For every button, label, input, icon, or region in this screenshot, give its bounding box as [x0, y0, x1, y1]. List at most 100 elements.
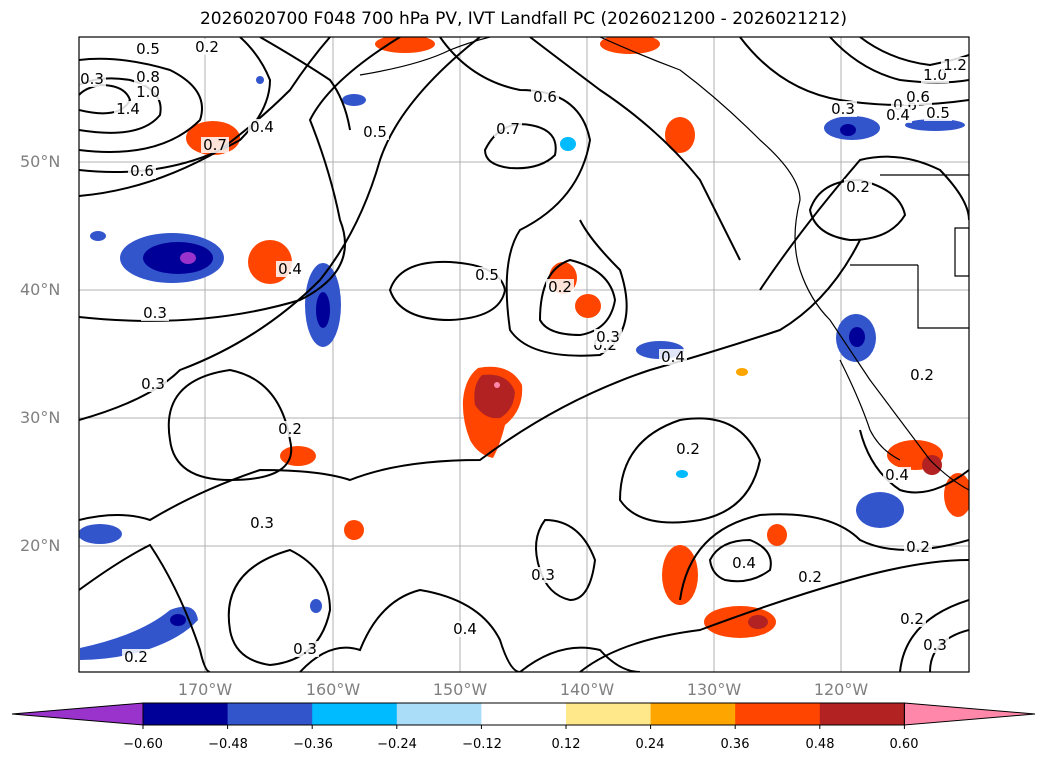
- contour-label-bg: [361, 124, 389, 140]
- contour-label: 0.3: [831, 100, 855, 118]
- contour-label-bg: [79, 71, 106, 87]
- contour-label-bg: [594, 329, 622, 345]
- contour-label: 0.3: [923, 636, 947, 654]
- coastline: [359, 37, 491, 76]
- contour-label: 0.3: [80, 70, 104, 88]
- contour-label: 0.3: [250, 514, 274, 532]
- contour-line: [535, 518, 597, 602]
- contour-label-bg: [883, 467, 911, 483]
- contour-line: [808, 178, 907, 242]
- contour-label: 0.7: [496, 120, 520, 138]
- border-line: [954, 227, 969, 277]
- lat-label: 40°N: [20, 280, 61, 299]
- pos-blob: [280, 446, 316, 466]
- gridlines: [79, 37, 969, 672]
- contour-label: 0.5: [926, 104, 950, 122]
- pos-blob: [736, 368, 748, 376]
- coastline: [839, 359, 901, 461]
- contour-line: [708, 538, 772, 583]
- colorbar-tick-label: −0.36: [293, 737, 333, 752]
- contour-label: 0.2: [906, 538, 930, 556]
- contour-label: 0.4: [250, 118, 274, 136]
- lat-label: 20°N: [20, 536, 61, 555]
- contour-line: [579, 559, 969, 672]
- contour-line: [79, 57, 203, 153]
- contour-label-bg: [844, 179, 872, 195]
- contour-label-bg: [276, 261, 304, 277]
- contour-label: 0.5: [475, 266, 499, 284]
- neg-blob: [840, 124, 856, 136]
- contour-label-bg: [921, 637, 949, 653]
- contour-label-bg: [674, 441, 702, 457]
- contour-line: [618, 417, 762, 524]
- contour-label: 0.4: [886, 106, 910, 124]
- contour-label-bg: [494, 121, 522, 137]
- colorbar-segment: [143, 703, 229, 725]
- pos-blob: [494, 382, 500, 388]
- contour-label: 0.3: [143, 304, 167, 322]
- contour-label: 0.2: [195, 38, 219, 56]
- lon-label: 130°W: [686, 680, 742, 699]
- pos-blob: [344, 520, 364, 540]
- contour-label: 0.4: [732, 554, 756, 572]
- contour-label: 0.8: [136, 68, 160, 86]
- contour-line: [79, 239, 861, 522]
- contour-line: [388, 260, 507, 322]
- contour-line: [79, 37, 331, 197]
- contour-label: 0.2: [278, 420, 302, 438]
- contour-line: [79, 83, 132, 115]
- neg-blob: [90, 231, 106, 241]
- contour-line: [859, 429, 969, 494]
- contour-label-bg: [201, 137, 229, 153]
- neg-blob: [79, 524, 122, 544]
- contour-line: [79, 543, 211, 672]
- neg-blob: [856, 492, 904, 528]
- contour-label-bg: [829, 101, 857, 117]
- neg-blob: [143, 242, 213, 274]
- contour-label: 0.7: [203, 136, 227, 154]
- contour-label: 0.2: [900, 610, 924, 628]
- contour-label: 0.6: [130, 162, 154, 180]
- contour-label-bg: [114, 101, 142, 117]
- contour-label-bg: [141, 305, 169, 321]
- contour-label-bg: [898, 611, 926, 627]
- contour-label-bg: [248, 119, 276, 135]
- contour-label-bg: [924, 105, 952, 121]
- colorbar-tick-label: −0.48: [208, 737, 248, 752]
- contour-label: 0.2: [548, 278, 572, 296]
- contour-label-bg: [531, 89, 559, 105]
- contour-label: 0.3: [293, 640, 317, 658]
- contour-line: [538, 258, 617, 337]
- pos-blob: [665, 117, 695, 153]
- contour-label-bg: [451, 621, 479, 637]
- colorbar-tick-label: 0.24: [635, 737, 665, 752]
- contour-label-bg: [128, 163, 156, 179]
- colorbar-segment: [566, 703, 652, 725]
- contour-label-group: 0.50.20.30.81.01.40.70.40.60.50.70.60.30…: [79, 38, 969, 666]
- contour-label-bg: [659, 349, 687, 365]
- pos-blob: [662, 545, 698, 605]
- colorbar-tick-label: 0.60: [889, 737, 919, 752]
- contour-label-bg: [529, 567, 557, 583]
- pos-blob: [767, 524, 787, 546]
- colorbar-segment: [819, 703, 905, 725]
- pos-blob: [922, 455, 942, 475]
- pos-blob: [474, 374, 515, 419]
- neg-blob: [342, 94, 366, 106]
- contour-label-bg: [884, 107, 912, 123]
- pos-blob: [748, 615, 768, 629]
- contour-label: 1.2: [943, 56, 967, 74]
- negative-anomaly-shading: [79, 76, 965, 660]
- contour-label-bg: [139, 376, 167, 392]
- contour-line: [79, 37, 401, 322]
- contour-label-bg: [193, 39, 221, 55]
- colorbar-segment: [735, 703, 821, 725]
- contour-label-bg: [908, 367, 936, 383]
- border-line: [917, 265, 969, 329]
- contour-label: 0.2: [798, 568, 822, 586]
- contour-label: 0.3: [141, 375, 165, 393]
- contour-label-bg: [122, 649, 150, 665]
- contour-label: 1.0: [923, 66, 947, 84]
- contour-label-bg: [248, 515, 276, 531]
